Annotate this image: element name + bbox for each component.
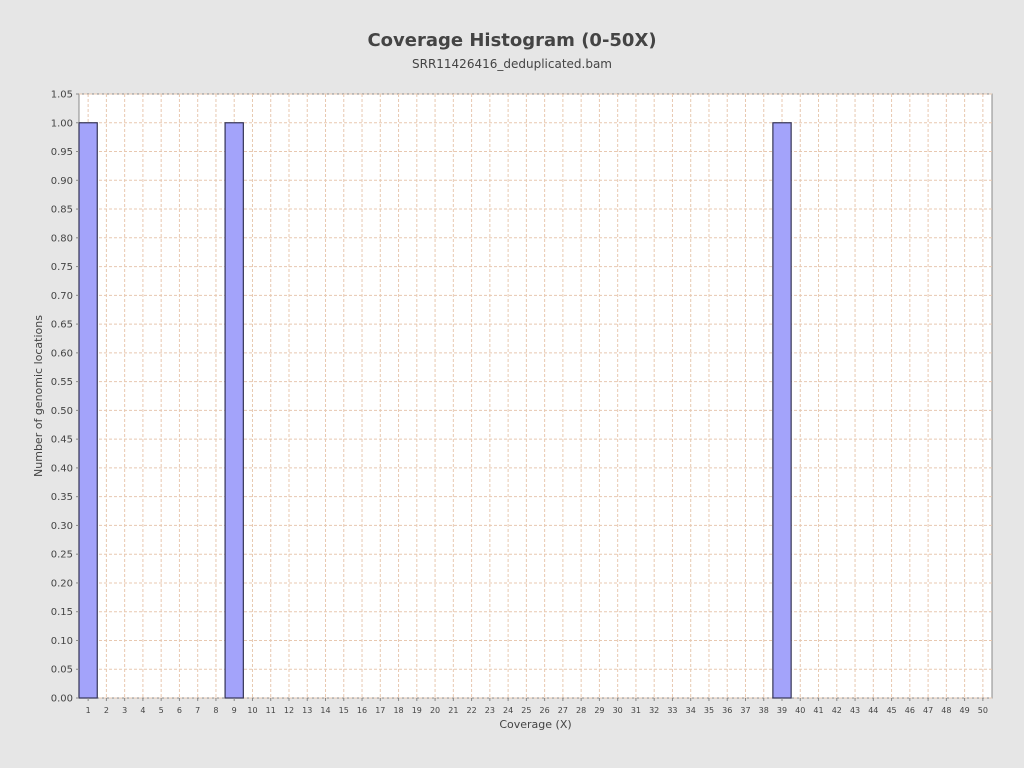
y-tick-label: 1.00 <box>51 118 73 129</box>
y-tick-label: 0.25 <box>51 550 73 561</box>
x-axis-label: Coverage (X) <box>499 718 571 731</box>
y-tick-label: 0.45 <box>51 435 73 446</box>
x-tick-label: 11 <box>266 706 276 715</box>
y-tick-label: 0.00 <box>51 694 73 705</box>
x-tick-label: 13 <box>302 706 312 715</box>
y-tick-label: 0.65 <box>51 320 73 331</box>
x-tick-label: 22 <box>466 706 476 715</box>
x-tick-label: 35 <box>704 706 714 715</box>
y-tick-label: 0.50 <box>51 406 73 417</box>
x-tick-label: 44 <box>868 706 878 715</box>
bars <box>78 122 792 699</box>
y-tick-label: 0.05 <box>51 665 73 676</box>
x-tick-label: 17 <box>375 706 385 715</box>
x-tick-label: 29 <box>594 706 604 715</box>
x-tick-label: 42 <box>832 706 842 715</box>
x-tick-label: 27 <box>558 706 568 715</box>
y-tick-label: 0.80 <box>51 233 73 244</box>
x-tick-label: 36 <box>722 706 732 715</box>
x-tick-label: 10 <box>247 706 257 715</box>
x-tick-label: 12 <box>284 706 294 715</box>
y-tick-label: 0.90 <box>51 176 73 187</box>
chart-title: Coverage Histogram (0-50X) <box>367 30 657 51</box>
x-tick-label: 31 <box>631 706 641 715</box>
x-tick-label: 43 <box>850 706 860 715</box>
x-tick-label: 1 <box>86 706 91 715</box>
x-tick-label: 41 <box>813 706 823 715</box>
chart-subtitle: SRR11426416_deduplicated.bam <box>411 57 612 71</box>
x-tick-label: 40 <box>795 706 805 715</box>
x-tick-label: 23 <box>485 706 495 715</box>
y-tick-label: 1.05 <box>51 90 73 101</box>
x-tick-label: 26 <box>540 706 550 715</box>
x-tick-label: 48 <box>941 706 951 715</box>
x-tick-label: 30 <box>613 706 623 715</box>
x-tick-label: 19 <box>412 706 422 715</box>
x-tick-label: 7 <box>195 706 200 715</box>
y-tick-label: 0.95 <box>51 147 73 158</box>
y-axis: 0.00 0.05 0.10 0.15 0.20 0.25 0.30 0.35 0.40 0.45… <box>51 90 79 705</box>
y-tick-label: 0.75 <box>51 262 73 273</box>
y-axis-label: Number of genomic locations <box>32 315 45 477</box>
y-tick-label: 0.60 <box>51 348 73 359</box>
x-tick-label: 32 <box>649 706 659 715</box>
x-tick-label: 39 <box>777 706 787 715</box>
x-tick-label: 47 <box>923 706 933 715</box>
x-tick-label: 6 <box>177 706 182 715</box>
x-tick-label: 34 <box>686 706 696 715</box>
x-tick-label: 20 <box>430 706 440 715</box>
x-axis: 1 2 3 4 5 6 7 8 9 10 11 12 13 14 15 16 17 18 19 20 21 22 23 24 2… <box>86 698 988 715</box>
histogram-bar <box>224 122 244 699</box>
x-tick-label: 4 <box>140 706 145 715</box>
x-tick-label: 9 <box>232 706 237 715</box>
x-tick-label: 18 <box>393 706 403 715</box>
x-tick-label: 24 <box>503 706 513 715</box>
histogram-bar <box>772 122 792 699</box>
x-tick-label: 46 <box>905 706 915 715</box>
y-tick-label: 0.35 <box>51 492 73 503</box>
x-tick-label: 28 <box>576 706 586 715</box>
y-tick-label: 0.55 <box>51 377 73 388</box>
x-tick-label: 50 <box>978 706 988 715</box>
x-tick-label: 37 <box>740 706 750 715</box>
x-tick-label: 5 <box>159 706 164 715</box>
y-tick-label: 0.40 <box>51 463 73 474</box>
y-tick-label: 0.70 <box>51 291 73 302</box>
x-tick-label: 33 <box>667 706 677 715</box>
y-tick-label: 0.15 <box>51 607 73 618</box>
x-tick-label: 3 <box>122 706 127 715</box>
x-tick-label: 21 <box>448 706 458 715</box>
y-tick-label: 0.20 <box>51 578 73 589</box>
x-tick-label: 38 <box>759 706 769 715</box>
histogram-bar <box>78 122 98 699</box>
y-tick-label: 0.85 <box>51 205 73 216</box>
y-tick-label: 0.10 <box>51 636 73 647</box>
x-tick-label: 16 <box>357 706 367 715</box>
x-tick-label: 25 <box>521 706 531 715</box>
x-tick-label: 2 <box>104 706 109 715</box>
x-tick-label: 49 <box>960 706 970 715</box>
x-tick-label: 45 <box>886 706 896 715</box>
x-tick-label: 14 <box>320 706 330 715</box>
x-tick-label: 8 <box>213 706 218 715</box>
x-tick-label: 15 <box>339 706 349 715</box>
y-tick-label: 0.30 <box>51 521 73 532</box>
